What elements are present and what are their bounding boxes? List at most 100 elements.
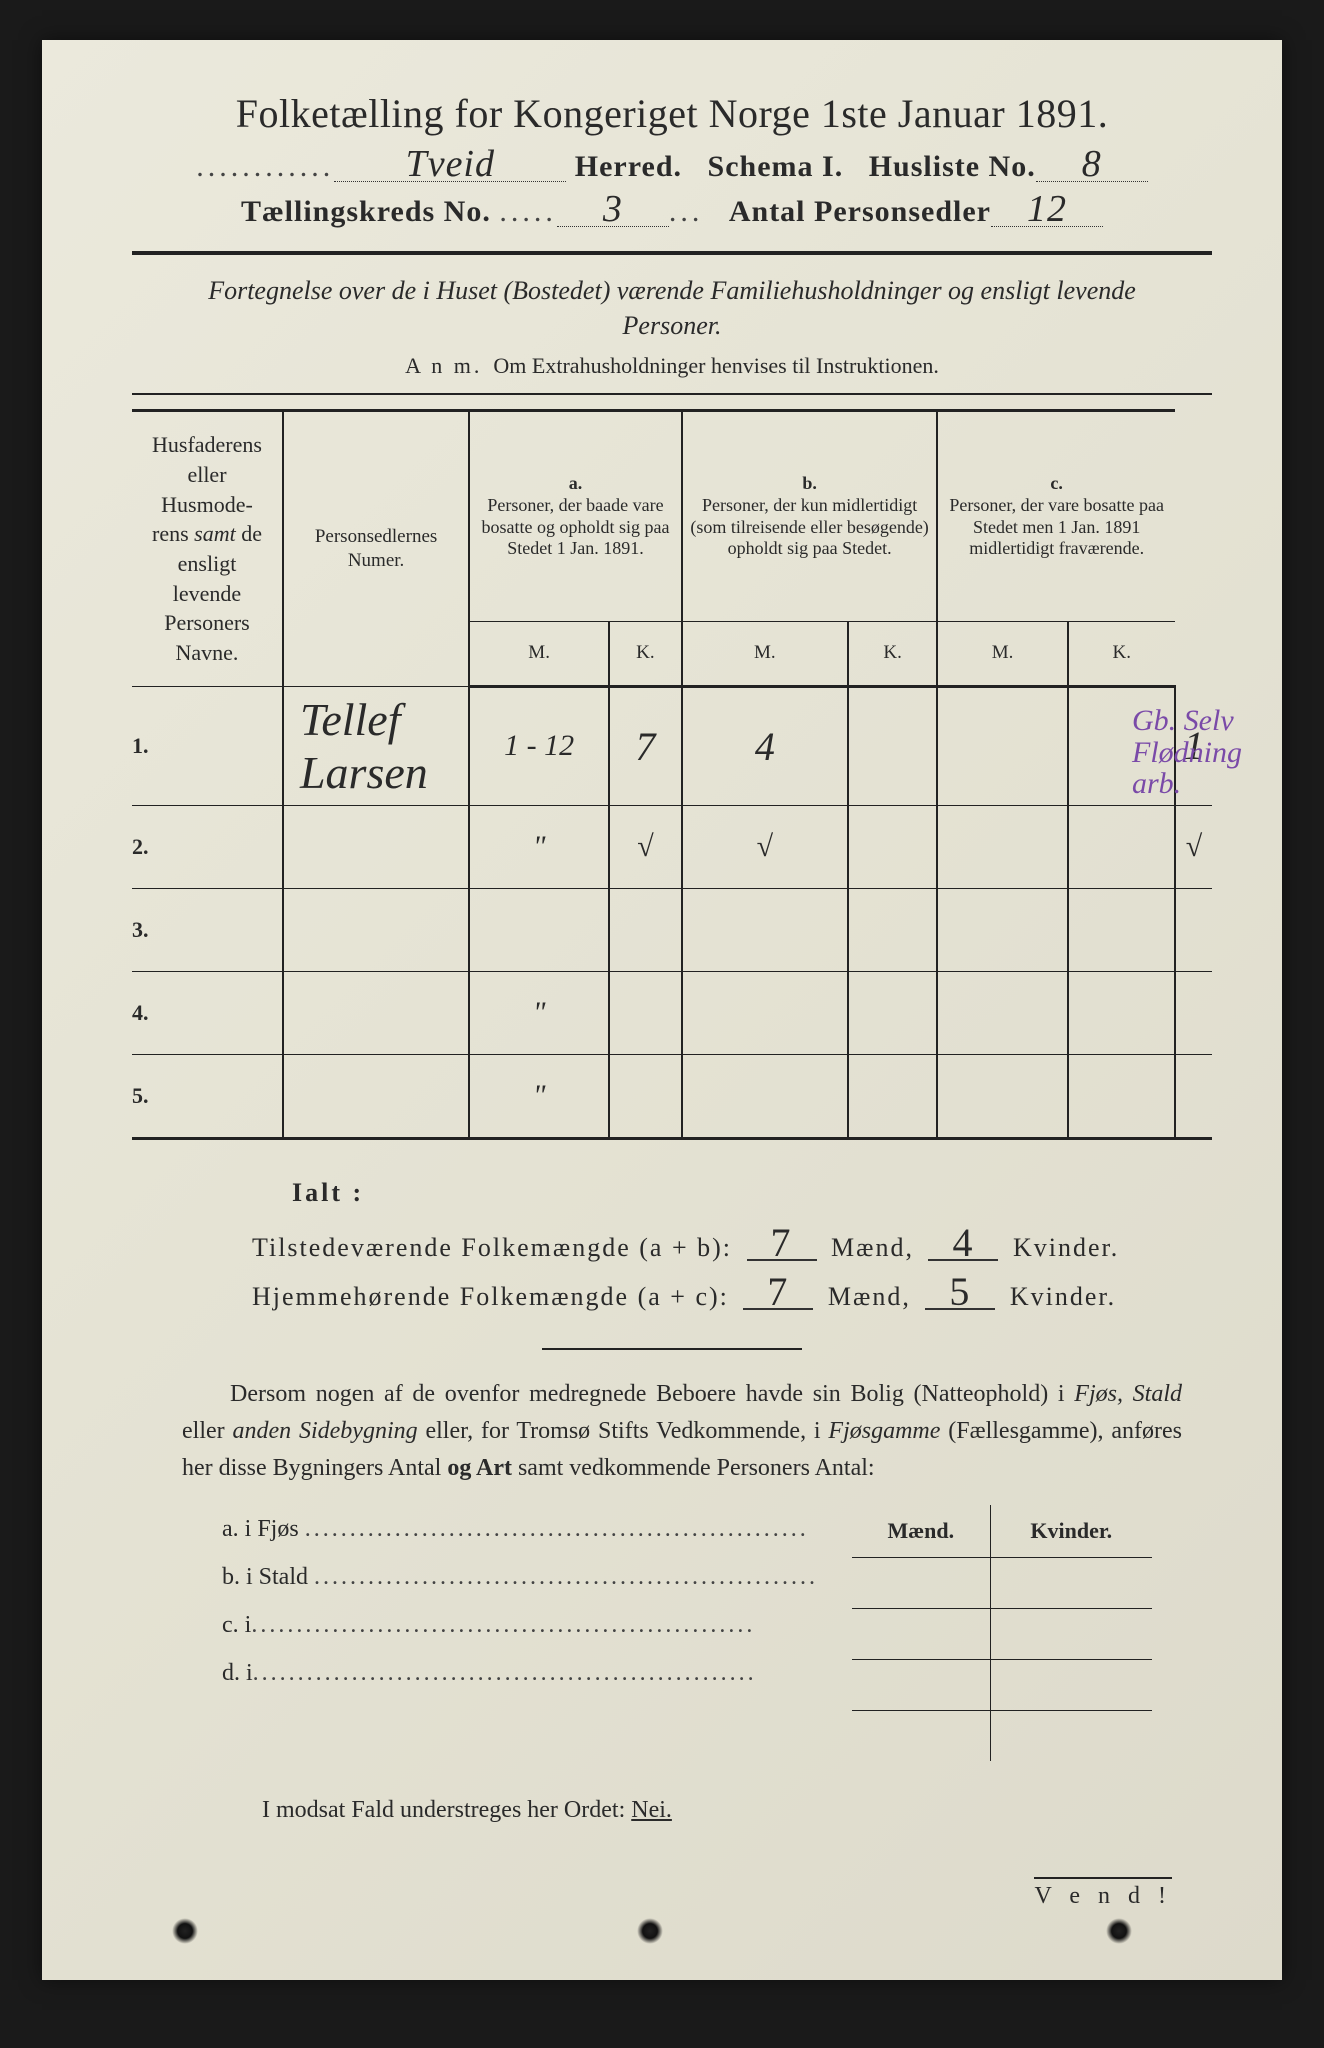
- margin-note-3: arb.: [1132, 768, 1272, 800]
- row-cm: [1068, 971, 1175, 1054]
- mk2-cell: [990, 1609, 1152, 1660]
- mk2-kvinder: Kvinder.: [990, 1505, 1152, 1558]
- kvinder-label-2: Kvinder.: [1010, 1282, 1116, 1311]
- row-name: [283, 805, 469, 888]
- main-title: Folketælling for Kongeriget Norge 1ste J…: [132, 90, 1212, 137]
- antal-label: Antal Personsedler: [729, 195, 991, 228]
- row-bm: [848, 971, 938, 1054]
- row-bk: [937, 971, 1067, 1054]
- row-am: [609, 971, 682, 1054]
- table-row: 1. Tellef Larsen 1 - 12 7 4 1: [132, 686, 1212, 805]
- row-ak: 4: [682, 686, 848, 805]
- totals-row2-label: Hjemmehørende Folkemængde (a + c):: [252, 1282, 729, 1311]
- row-ak: [682, 888, 848, 971]
- table-row: 5. ": [132, 1054, 1212, 1138]
- punch-hole-icon: [637, 1918, 663, 1944]
- row-num: 4.: [132, 971, 283, 1054]
- row-ak: √: [682, 805, 848, 888]
- kreds-value: 3: [557, 192, 669, 227]
- col-names: Husfaderens eller Husmode­rens samt de e…: [132, 411, 283, 687]
- subtitle: Fortegnelse over de i Huset (Bostedet) v…: [192, 273, 1152, 343]
- row-bk: [937, 888, 1067, 971]
- row-name: [283, 1054, 469, 1138]
- husliste-value: 8: [1036, 147, 1148, 182]
- abcd-list: a. i Fjøs b. i Stald c. i d. i: [222, 1505, 852, 1697]
- anm-label: A n m.: [405, 353, 482, 378]
- anm-line: A n m. Om Extrahusholdninger henvises ti…: [132, 353, 1212, 379]
- col-a: a. Personer, der baade vare bosatte og o…: [469, 411, 682, 622]
- census-form-page: Folketælling for Kongeriget Norge 1ste J…: [42, 40, 1282, 1980]
- col-c: c. Personer, der vare bosatte paa Stedet…: [937, 411, 1174, 622]
- totals-row1-k: 4: [928, 1227, 998, 1261]
- herred-value: Tveid: [334, 147, 566, 182]
- row-cm: [1068, 805, 1175, 888]
- row-ck: [1175, 971, 1212, 1054]
- header-line-3: Tællingskreds No. .....3... Antal Person…: [132, 192, 1212, 229]
- row-bm: [848, 888, 938, 971]
- row-nums: [469, 888, 609, 971]
- kvinder-label: Kvinder.: [1013, 1233, 1119, 1262]
- totals-row-2: Hjemmehørende Folkemængde (a + c): 7 Mæn…: [252, 1272, 1172, 1321]
- abcd-d: d. i: [222, 1649, 852, 1697]
- divider-short: [542, 1348, 802, 1350]
- abcd-block: a. i Fjøs b. i Stald c. i d. i Mænd. Kvi…: [222, 1505, 1152, 1761]
- col-b-m: M.: [682, 622, 848, 687]
- mk2-cell: [990, 1660, 1152, 1711]
- abcd-c-label: c. i: [222, 1612, 251, 1638]
- row-cm: [1068, 888, 1175, 971]
- mk2-cell: [990, 1558, 1152, 1609]
- mk2-cell: [852, 1609, 990, 1660]
- row-name: Tellef Larsen: [283, 686, 469, 805]
- totals-row1-label: Tilstedeværende Folkemængde (a + b):: [252, 1233, 732, 1262]
- row-name: [283, 971, 469, 1054]
- row-bm: [848, 686, 938, 805]
- row-bm: [848, 1054, 938, 1138]
- maend-label-2: Mænd,: [828, 1282, 911, 1311]
- col-b: b. Personer, der kun midlertidigt (som t…: [682, 411, 938, 622]
- totals-row2-m: 7: [743, 1276, 813, 1310]
- table-row: 2. " √ √ √: [132, 805, 1212, 888]
- abcd-b: b. i Stald: [222, 1553, 852, 1601]
- nei-word: Nei.: [631, 1797, 672, 1823]
- row-ck: [1175, 1054, 1212, 1138]
- antal-value: 12: [991, 192, 1103, 227]
- col-b-label: b.: [802, 473, 817, 493]
- row-cm: [1068, 1054, 1175, 1138]
- row-nums: ": [469, 971, 609, 1054]
- row-am: [609, 1054, 682, 1138]
- schema-label: Schema I.: [708, 150, 844, 183]
- col-c-k: K.: [1068, 622, 1175, 687]
- col-a-k: K.: [609, 622, 682, 687]
- row-ck: [1175, 888, 1212, 971]
- abcd-a: a. i Fjøs: [222, 1505, 852, 1553]
- punch-hole-icon: [1106, 1918, 1132, 1944]
- table-row: 4. ": [132, 971, 1212, 1054]
- ialt-label: Ialt :: [292, 1168, 1172, 1217]
- husliste-label: Husliste No.: [869, 150, 1036, 183]
- row-nums: 1 - 12: [469, 686, 609, 805]
- maend-label: Mænd,: [831, 1233, 914, 1262]
- table-body: 1. Tellef Larsen 1 - 12 7 4 1 2. " √ √ √: [132, 686, 1212, 1138]
- side-building-paragraph: Dersom nogen af de ovenfor medregnede Be…: [182, 1376, 1182, 1488]
- row-bm: [848, 805, 938, 888]
- herred-label: Herred.: [575, 150, 682, 183]
- row-am: 7: [609, 686, 682, 805]
- col-c-m: M.: [937, 622, 1067, 687]
- row-ak: [682, 1054, 848, 1138]
- row-name: [283, 888, 469, 971]
- col-a-label: a.: [569, 473, 583, 493]
- divider-thin-1: [132, 393, 1212, 395]
- col-c-label: c.: [1050, 473, 1063, 493]
- margin-annotation: Gb. Selv Flødning arb.: [1132, 705, 1272, 800]
- margin-note-1: Gb. Selv: [1132, 705, 1272, 737]
- row-ck: √: [1175, 805, 1212, 888]
- row-nums: ": [469, 805, 609, 888]
- totals-row2-k: 5: [925, 1276, 995, 1310]
- abcd-b-label: b. i Stald: [222, 1564, 308, 1590]
- nei-line: I modsat Fald understreges her Ordet: Ne…: [262, 1797, 1212, 1824]
- totals-block: Ialt : Tilstedeværende Folkemængde (a + …: [252, 1168, 1172, 1322]
- mk2-cell: [852, 1558, 990, 1609]
- margin-note-2: Flødning: [1132, 737, 1272, 769]
- row-am: [609, 888, 682, 971]
- row-num: 2.: [132, 805, 283, 888]
